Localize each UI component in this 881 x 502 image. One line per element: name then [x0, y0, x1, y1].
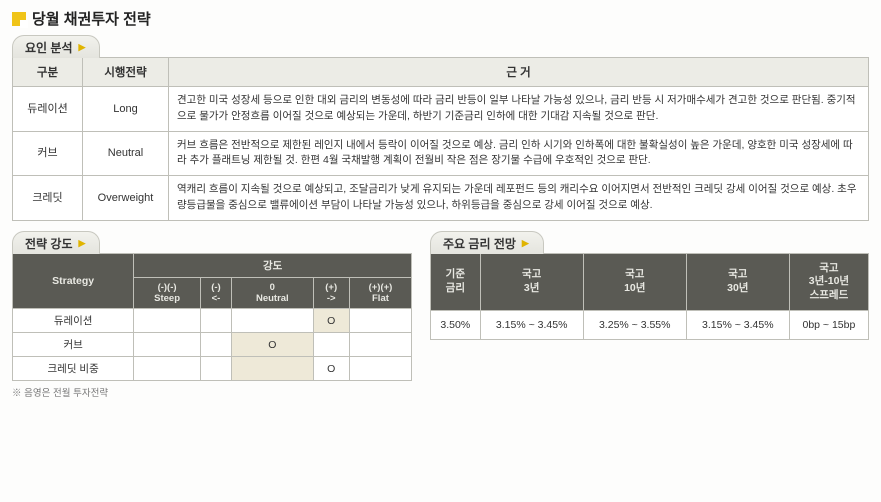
logo-icon [12, 12, 26, 26]
analysis-section: 요인 분석 ▶ 구분 시행전략 근 거 듀레이션 Long 견고한 미국 성장세… [12, 35, 869, 221]
analysis-th-category: 구분 [13, 58, 83, 87]
strength-cell [349, 309, 411, 333]
forecast-th: 기준금리 [431, 253, 481, 311]
analysis-th-strategy: 시행전략 [83, 58, 169, 87]
forecast-th: 국고3년-10년스프레드 [789, 253, 868, 311]
forecast-value: 3.15% ~ 3.45% [686, 311, 789, 340]
strength-cell [134, 357, 201, 381]
forecast-value: 3.25% ~ 3.55% [583, 311, 686, 340]
page-header: 당월 채권투자 전략 [12, 8, 869, 29]
strength-cell [349, 333, 411, 357]
table-row: 커브 O [13, 333, 412, 357]
table-row: 크레딧 Overweight 역캐리 흐름이 지속될 것으로 예상되고, 조달금… [13, 176, 869, 221]
strength-col-1: (-)<- [200, 277, 231, 309]
forecast-value: 0bp ~ 15bp [789, 311, 868, 340]
strength-cell [232, 357, 313, 381]
strength-cell [313, 333, 349, 357]
strength-tab: 전략 강도 ▶ [12, 231, 100, 254]
forecast-table: 기준금리국고3년국고10년국고30년국고3년-10년스프레드 3.50%3.15… [430, 253, 869, 341]
analysis-category: 듀레이션 [13, 87, 83, 132]
forecast-th: 국고10년 [583, 253, 686, 311]
chevron-right-icon: ▶ [79, 238, 86, 249]
analysis-tab: 요인 분석 ▶ [12, 35, 100, 58]
table-row: 커브 Neutral 커브 흐름은 전반적으로 제한된 레인지 내에서 등락이 … [13, 131, 869, 176]
strength-cell [232, 309, 313, 333]
strength-cell: O [232, 333, 313, 357]
strength-col-4: (+)(+)Flat [349, 277, 411, 309]
table-row: 크레딧 비중 O [13, 357, 412, 381]
strength-cell: O [313, 357, 349, 381]
forecast-value: 3.50% [431, 311, 481, 340]
forecast-tab-label: 주요 금리 전망 [443, 235, 516, 252]
strength-row-label: 크레딧 비중 [13, 357, 134, 381]
analysis-table: 구분 시행전략 근 거 듀레이션 Long 견고한 미국 성장세 등으로 인한 … [12, 57, 869, 221]
forecast-th: 국고30년 [686, 253, 789, 311]
page-title: 당월 채권투자 전략 [32, 8, 151, 29]
strength-cell [349, 357, 411, 381]
analysis-basis: 커브 흐름은 전반적으로 제한된 레인지 내에서 등락이 이어질 것으로 예상.… [169, 131, 869, 176]
strength-col-0: (-)(-)Steep [134, 277, 201, 309]
strength-col-3: (+)-> [313, 277, 349, 309]
analysis-th-basis: 근 거 [169, 58, 869, 87]
strength-table: Strategy 강도 (-)(-)Steep (-)<- 0Neutral (… [12, 253, 412, 382]
strength-cell: O [313, 309, 349, 333]
analysis-basis: 견고한 미국 성장세 등으로 인한 대외 금리의 변동성에 따라 금리 반등이 … [169, 87, 869, 132]
table-row: 듀레이션 Long 견고한 미국 성장세 등으로 인한 대외 금리의 변동성에 … [13, 87, 869, 132]
strength-th-strategy: Strategy [13, 253, 134, 309]
analysis-category: 커브 [13, 131, 83, 176]
analysis-basis: 역캐리 흐름이 지속될 것으로 예상되고, 조달금리가 낮게 유지되는 가운데 … [169, 176, 869, 221]
forecast-th: 국고3년 [480, 253, 583, 311]
analysis-strategy: Overweight [83, 176, 169, 221]
forecast-section: 주요 금리 전망 ▶ 기준금리국고3년국고10년국고30년국고3년-10년스프레… [430, 231, 869, 341]
strength-cell [200, 333, 231, 357]
chevron-right-icon: ▶ [79, 42, 86, 53]
strength-footnote: ※ 음영은 전월 투자전략 [12, 385, 412, 399]
strength-section: 전략 강도 ▶ Strategy 강도 (-)(-)Steep (-)<- 0N… [12, 231, 412, 400]
forecast-tab: 주요 금리 전망 ▶ [430, 231, 544, 254]
strength-row-label: 커브 [13, 333, 134, 357]
strength-tab-label: 전략 강도 [25, 235, 73, 252]
chevron-right-icon: ▶ [522, 238, 529, 249]
table-row: 듀레이션 O [13, 309, 412, 333]
strength-row-label: 듀레이션 [13, 309, 134, 333]
strength-col-2: 0Neutral [232, 277, 313, 309]
strength-cell [200, 309, 231, 333]
strength-th-main: 강도 [134, 253, 412, 277]
strength-cell [200, 357, 231, 381]
analysis-tab-label: 요인 분석 [25, 39, 73, 56]
analysis-category: 크레딧 [13, 176, 83, 221]
strength-cell [134, 309, 201, 333]
strength-cell [134, 333, 201, 357]
analysis-strategy: Long [83, 87, 169, 132]
forecast-value: 3.15% ~ 3.45% [480, 311, 583, 340]
analysis-strategy: Neutral [83, 131, 169, 176]
